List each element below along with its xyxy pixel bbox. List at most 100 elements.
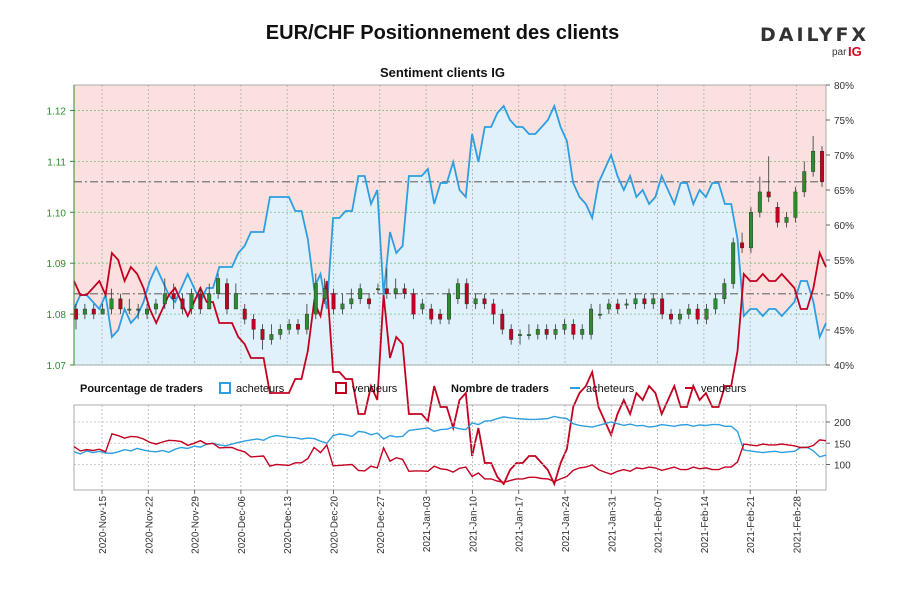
candle-body	[660, 298, 665, 315]
candle	[473, 293, 478, 309]
candle	[313, 273, 318, 320]
candle-body	[731, 242, 736, 284]
candle	[145, 303, 149, 320]
candle-body	[153, 303, 158, 310]
candle	[278, 324, 283, 340]
candle	[500, 309, 505, 335]
candle-body	[775, 206, 780, 223]
candle-body	[207, 293, 212, 310]
candle-body	[216, 278, 221, 294]
date-tick-label: 2020-Dec-20	[330, 496, 341, 554]
candle	[580, 324, 585, 340]
candle	[562, 319, 567, 335]
candle-body	[606, 303, 611, 310]
candle	[491, 298, 496, 325]
candle	[82, 303, 87, 320]
candle	[411, 288, 416, 320]
candle-body	[562, 324, 567, 330]
candle-body	[287, 324, 292, 330]
candle-body	[811, 150, 816, 172]
candle-body	[127, 308, 132, 311]
candle-body	[464, 283, 469, 305]
candle	[118, 293, 123, 315]
candle	[624, 298, 629, 309]
candle-body	[820, 150, 824, 182]
candle-body	[118, 298, 123, 310]
price-tick-label: 1.07	[47, 361, 67, 372]
candle-body	[331, 293, 336, 310]
date-tick-label: 2021-Feb-21	[746, 496, 757, 554]
candle-body	[482, 298, 487, 305]
candle	[713, 293, 718, 315]
candle-body	[722, 283, 727, 300]
date-tick-label: 2021-Feb-14	[700, 496, 711, 554]
candle	[642, 293, 647, 309]
candle	[393, 278, 398, 299]
candle-body	[100, 308, 105, 315]
candle-body	[251, 318, 256, 330]
candle	[757, 176, 762, 218]
candle	[349, 288, 354, 309]
candle-body	[500, 313, 505, 330]
candle	[153, 298, 158, 315]
pct-tick-label: 70%	[834, 151, 854, 162]
candle	[384, 268, 389, 299]
candle-body	[766, 191, 771, 198]
candle-body	[571, 324, 576, 335]
candle	[509, 324, 514, 345]
candle	[669, 309, 673, 325]
candle-body	[491, 303, 496, 315]
dailyfx-logo: DAILYFX par IG	[760, 24, 870, 64]
candle	[331, 288, 336, 315]
candle-body	[242, 308, 247, 320]
candle-body	[677, 313, 682, 320]
candle-body	[260, 329, 265, 340]
candle	[358, 283, 363, 304]
date-tick-label: 2020-Nov-15	[98, 496, 109, 554]
candle	[606, 298, 611, 315]
candle	[615, 298, 620, 315]
candle	[677, 309, 682, 325]
legend-count-buyers-label: acheteurs	[586, 383, 635, 395]
buyers-area-fill	[74, 106, 826, 365]
candle-body	[695, 308, 700, 320]
legend-pct-title: Pourcentage de traders	[80, 383, 203, 395]
candle-body	[473, 298, 478, 305]
candle	[296, 319, 300, 335]
candle-body	[624, 303, 629, 306]
pct-tick-label: 55%	[834, 256, 854, 267]
candle	[216, 273, 221, 299]
candle	[775, 202, 780, 228]
candle-body	[802, 171, 807, 193]
candle	[287, 319, 292, 335]
pct-tick-label: 50%	[834, 291, 854, 302]
candle	[544, 324, 549, 340]
price-tick-label: 1.10	[47, 208, 67, 219]
candle-body	[642, 298, 647, 305]
candle	[91, 303, 96, 320]
pct-tick-label: 40%	[834, 361, 854, 372]
pct-tick-label: 60%	[834, 221, 854, 232]
count-tick-label: 200	[834, 418, 851, 429]
candle	[482, 293, 487, 309]
legend-pct-sellers-swatch	[335, 382, 347, 394]
candle	[704, 303, 709, 325]
candle-body	[749, 212, 753, 249]
pct-tick-label: 80%	[834, 81, 854, 92]
candle-body	[651, 298, 656, 305]
candle-body	[518, 334, 522, 336]
candle-body	[358, 288, 363, 300]
candle	[189, 288, 194, 315]
candle	[802, 161, 807, 197]
candle-body	[322, 288, 327, 300]
count-tick-label: 150	[834, 439, 851, 450]
candle-body	[313, 283, 318, 315]
candle-body	[535, 329, 540, 335]
candle	[589, 303, 594, 340]
candle	[820, 146, 824, 187]
buyers-count-line	[73, 415, 827, 458]
candle-body	[269, 334, 274, 340]
candle	[376, 283, 380, 294]
candle	[260, 324, 265, 350]
date-tick-label: 2021-Feb-28	[793, 496, 804, 554]
